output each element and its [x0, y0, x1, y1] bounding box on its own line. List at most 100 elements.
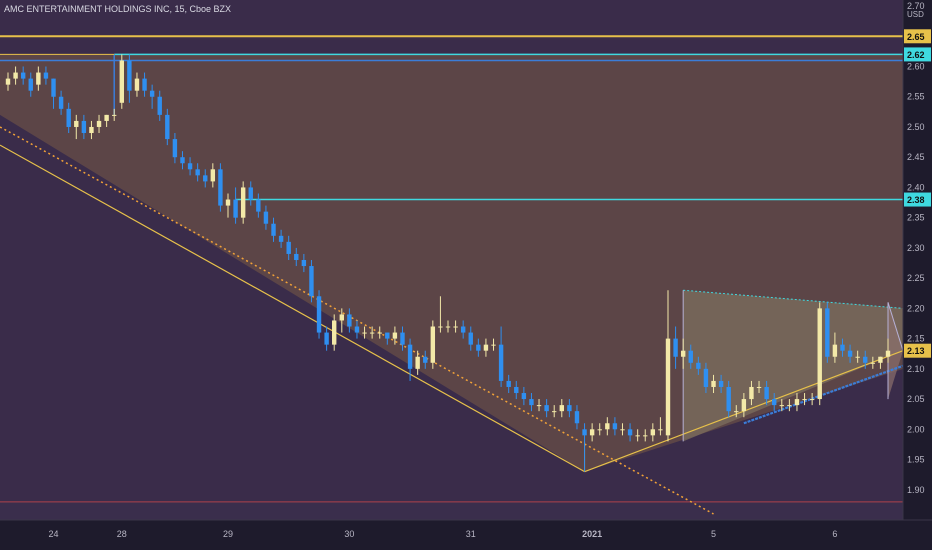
- candle-body: [809, 399, 815, 401]
- price-tag-label: 2.38: [907, 195, 925, 205]
- candle-body: [544, 405, 549, 412]
- candle-body: [392, 332, 398, 339]
- candle-body: [81, 120, 87, 134]
- y-tick-label: 1.95: [907, 455, 925, 465]
- y-tick-label: 2.20: [907, 303, 925, 313]
- candle-body: [620, 429, 625, 431]
- candle-body: [263, 211, 269, 224]
- candle-body: [491, 344, 496, 346]
- candle-body: [89, 126, 94, 134]
- y-tick-label: 2.30: [907, 243, 925, 253]
- price-tag-label: 2.65: [907, 32, 925, 42]
- candle-body: [96, 120, 102, 127]
- y-tick-label: 2.10: [907, 364, 925, 374]
- x-tick-label: 5: [711, 529, 716, 539]
- candle-body: [430, 326, 436, 363]
- candle-body: [787, 405, 792, 407]
- y-tick-label: 2.35: [907, 213, 925, 223]
- candle-body: [498, 344, 504, 381]
- candle-body: [635, 435, 640, 437]
- candle-body: [13, 72, 18, 79]
- lower-zone: [0, 114, 903, 520]
- candle-body: [240, 187, 246, 218]
- candle-body: [149, 90, 155, 97]
- candle-body: [142, 78, 147, 91]
- candle-body: [794, 399, 800, 406]
- candle-body: [506, 380, 511, 387]
- candle-body: [460, 326, 466, 333]
- candle-body: [855, 356, 860, 358]
- x-tick-label: 31: [466, 529, 476, 539]
- y-tick-label: 2.40: [907, 182, 925, 192]
- candle-body: [119, 60, 124, 103]
- bottom-zone: [0, 501, 903, 520]
- candle-body: [127, 60, 132, 91]
- upper-dotted-line: [683, 289, 904, 309]
- candle-body: [309, 266, 314, 297]
- triangle-pattern-2: [888, 302, 903, 400]
- candle-body: [187, 163, 193, 170]
- y-tick-label: 2.00: [907, 424, 925, 434]
- candle-body: [165, 114, 170, 140]
- candle-body: [847, 350, 853, 357]
- price-tag-label: 2.13: [907, 346, 925, 356]
- triangle-upper-edge: [887, 302, 904, 351]
- candle-body: [157, 96, 162, 115]
- price-tag: [904, 192, 931, 207]
- candle-body: [643, 435, 648, 437]
- candle-body: [377, 332, 382, 334]
- candle-body: [840, 344, 845, 351]
- candle-body: [195, 169, 200, 176]
- candle-body: [878, 356, 883, 363]
- candle-body: [104, 114, 109, 121]
- candle-body: [36, 72, 41, 85]
- candle-body: [453, 326, 458, 328]
- candle-body: [703, 368, 709, 387]
- candle-body: [218, 169, 223, 206]
- candle-body: [832, 344, 838, 357]
- candle-body: [589, 429, 595, 436]
- candle-body: [741, 399, 747, 412]
- candle-body: [278, 235, 284, 242]
- candle-body: [362, 332, 367, 334]
- candle-body: [172, 139, 178, 158]
- candle-body: [734, 411, 739, 413]
- candle-body: [20, 72, 26, 79]
- candle-body: [817, 308, 822, 400]
- candle-body: [301, 260, 307, 267]
- candle-body: [680, 350, 686, 357]
- currency-label: USD: [907, 10, 924, 19]
- candle-body: [552, 411, 557, 413]
- candle-body: [863, 356, 868, 363]
- triangle-pattern-1: [683, 290, 903, 442]
- candle-body: [354, 326, 360, 333]
- candle-body: [58, 96, 64, 109]
- support-trendline: [743, 364, 904, 425]
- candle-body: [415, 356, 420, 369]
- candle-body: [271, 223, 276, 236]
- candle-body: [339, 314, 344, 321]
- y-tick-label: 2.50: [907, 122, 925, 132]
- candle-body: [627, 429, 633, 436]
- candle-body: [423, 356, 428, 363]
- y-tick-label: 2.05: [907, 394, 925, 404]
- candle-body: [529, 399, 534, 406]
- symbol-title: AMC ENTERTAINMENT HOLDINGS INC, 15, Cboe…: [4, 4, 232, 14]
- candle-body: [51, 78, 56, 97]
- candle-body: [369, 332, 375, 334]
- candle-body: [574, 411, 580, 424]
- x-tick-label: 30: [344, 529, 354, 539]
- candle-body: [256, 199, 261, 212]
- candle-body: [385, 332, 390, 339]
- candle-body: [567, 405, 572, 412]
- candle-body: [316, 296, 322, 333]
- candle-body: [483, 344, 489, 351]
- candle-body: [779, 405, 784, 407]
- candle-body: [870, 362, 876, 364]
- descending-trendline: [0, 144, 585, 473]
- candle-body: [772, 399, 777, 406]
- candle-body: [438, 326, 443, 328]
- candle-body: [400, 332, 405, 345]
